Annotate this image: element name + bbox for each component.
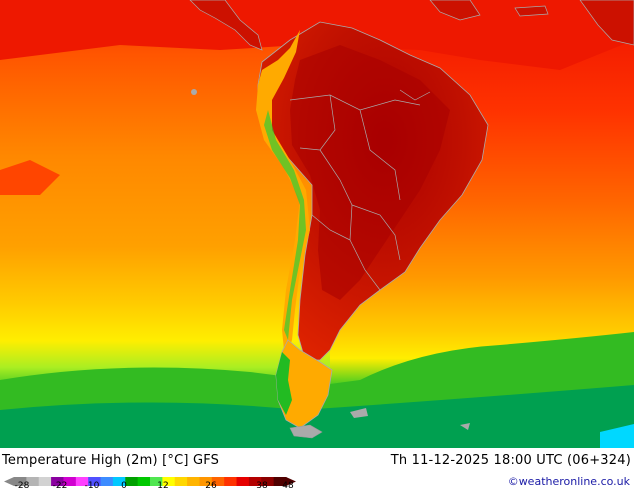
colorbar-swatch <box>273 477 287 486</box>
andes-cool-strip <box>264 110 306 340</box>
colorbar-swatch <box>137 477 151 486</box>
colorbar-right-arrow <box>286 477 296 486</box>
legend-tick-label: -10 <box>84 481 100 491</box>
patagonia <box>275 339 333 429</box>
colorbar-swatch <box>14 477 27 486</box>
legend-tick-label: 26 <box>205 481 217 491</box>
central-america <box>189 0 634 51</box>
temperature-map[interactable] <box>0 0 634 448</box>
colorbar-swatch <box>248 477 262 486</box>
colorbar-swatch <box>125 477 139 486</box>
legend-tick-label: 48 <box>282 481 294 491</box>
colorbar-swatch <box>174 477 188 486</box>
credit-link[interactable]: ©weatheronline.co.uk <box>507 475 630 488</box>
legend-tick-label: -28 <box>14 481 30 491</box>
colorbar-swatch <box>51 477 64 486</box>
colorbar-left-arrow <box>4 477 14 486</box>
legend-tick-label: 12 <box>157 481 169 491</box>
colorbar-swatch <box>75 477 89 486</box>
southern-cold-band <box>0 385 634 448</box>
tierra-del-fuego <box>289 424 323 439</box>
colorbar-swatch <box>112 477 126 486</box>
forecast-datetime: Th 11-12-2025 18:00 UTC (06+324) <box>390 453 631 468</box>
colorbar-swatch <box>38 477 52 486</box>
legend-tick-label: 38 <box>256 481 268 491</box>
islands <box>191 89 470 430</box>
colorbar-swatch <box>199 477 213 486</box>
map-canvas <box>0 0 634 448</box>
colorbar-swatch <box>150 477 163 486</box>
legend-tick-label: 0 <box>121 481 127 491</box>
colorbar-swatch <box>63 477 77 486</box>
color-legend <box>4 472 296 490</box>
colorbar-swatches <box>4 477 296 486</box>
colorbar-swatch <box>88 477 102 486</box>
legend-tick-label: -22 <box>52 481 68 491</box>
colorbar-swatch <box>100 477 114 486</box>
colorbar-swatch <box>26 477 40 486</box>
hottest-core <box>290 45 450 300</box>
country-borders <box>289 89 431 291</box>
colorbar-swatch <box>162 477 176 486</box>
colorbar-swatch <box>261 477 275 486</box>
patagonia-green <box>276 352 292 415</box>
map-title: Temperature High (2m) [°C] GFS <box>2 453 220 468</box>
colorbar-swatch <box>187 477 200 486</box>
colorbar-swatch <box>236 477 250 486</box>
cold-corner <box>600 424 634 448</box>
colorbar-swatch <box>224 477 238 486</box>
pacific-warm-patch <box>0 160 60 195</box>
map-footer: Temperature High (2m) [°C] GFS Th 11-12-… <box>0 448 634 491</box>
colorbar-swatch <box>211 477 225 486</box>
